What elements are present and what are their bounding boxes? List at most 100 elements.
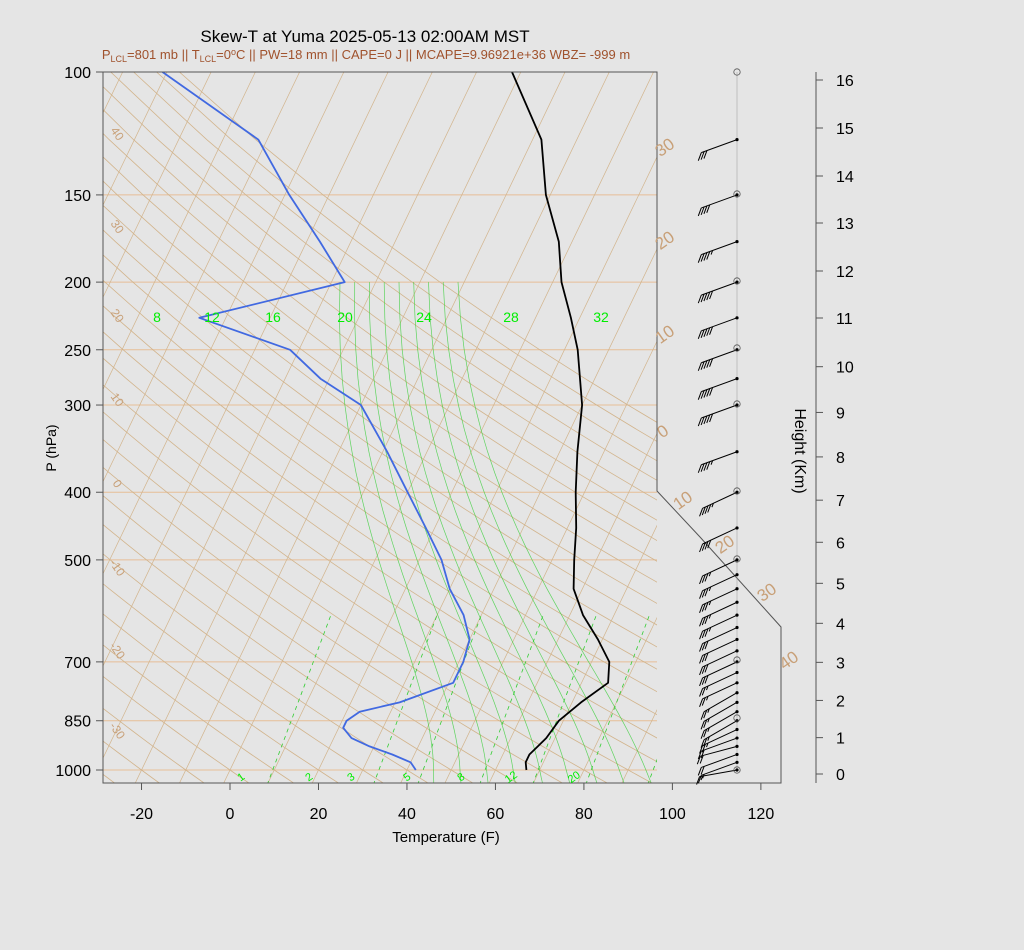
dry-adiabat-line: [103, 132, 657, 542]
wind-barb-flag: [700, 721, 705, 730]
wind-barb-dot: [735, 573, 739, 577]
mixing-ratio-label: 20: [337, 309, 353, 325]
wind-barb-dot: [735, 377, 739, 381]
mixing-ratio-label: 12: [204, 309, 220, 325]
wind-barb-flag: [697, 391, 702, 400]
wind-barb: [699, 490, 739, 517]
wind-barbs: [696, 68, 741, 785]
height-axis-label: Height (Km): [791, 408, 808, 493]
moist-adiabat-line: [354, 282, 462, 783]
plot-area: [103, 72, 657, 783]
wind-barb-flag: [704, 602, 709, 611]
wind-barb: [699, 670, 739, 697]
x-axis: -20 0 20 40 60 80 100 120: [130, 783, 774, 823]
y-tick-label: 700: [64, 655, 91, 672]
wind-barb: [699, 600, 739, 627]
moist-adiabat-line: [383, 282, 516, 783]
wind-barb-dot: [735, 558, 739, 562]
series-line: [511, 72, 611, 771]
height-tick-label: 6: [836, 535, 845, 552]
mixing-ratio-label: 16: [265, 309, 281, 325]
wind-barb-flag: [700, 766, 705, 775]
isotherm-line: [103, 72, 256, 391]
wind-barb-flag: [699, 590, 704, 599]
wind-barb-flag: [703, 252, 708, 261]
mixing-ratio-label: 28: [503, 309, 519, 325]
wind-barb: [697, 377, 739, 400]
height-tick-label: 8: [836, 450, 845, 467]
wind-barb-flag: [700, 206, 705, 216]
wind-barb-flag: [706, 685, 709, 691]
dry-adiabat-line: [103, 279, 657, 670]
wind-barb-flag: [697, 294, 702, 304]
wind-barb-dot: [735, 240, 739, 244]
wind-barb-flag: [708, 571, 712, 577]
x-tick-label: -20: [130, 806, 153, 823]
wind-barb: [697, 752, 739, 776]
wind-barb-dot: [735, 403, 739, 407]
wind-barb: [699, 573, 739, 599]
wind-barb-flag: [709, 326, 714, 335]
wind-barb-flag: [703, 360, 708, 369]
wind-barb-flag: [702, 774, 705, 779]
wind-barb: [697, 193, 739, 217]
wind-barb-shaft: [701, 737, 738, 752]
wind-barb: [697, 138, 739, 161]
wind-level-circle: [733, 400, 741, 408]
height-tick-label: 1: [836, 731, 845, 748]
mixing-ratio-label: 20: [566, 769, 583, 786]
wind-barb-shaft: [701, 378, 738, 393]
wind-barb-shaft: [702, 661, 738, 679]
wind-barb-flag: [699, 631, 704, 640]
mixing-ratio-label: 3: [345, 771, 357, 784]
wind-barb-dot: [735, 490, 739, 494]
wind-barb-flag: [701, 654, 706, 663]
wind-barb-flag: [699, 755, 704, 764]
wind-barb-flag: [707, 540, 712, 549]
wind-barb-flag: [709, 387, 714, 396]
wind-barb: [697, 450, 739, 473]
dry-adiabat-line: [103, 675, 250, 783]
wind-barb-dot: [735, 600, 739, 604]
wind-barb-flag: [703, 462, 708, 471]
wind-barb-flag: [704, 615, 709, 624]
wind-barb-flag: [703, 389, 708, 398]
wind-barb-dot: [735, 193, 739, 197]
dry-adiabat-line: [103, 411, 653, 783]
wind-barb-shaft: [703, 720, 738, 741]
y-tick-label: 250: [64, 343, 91, 360]
isotherm-line: [533, 524, 657, 783]
wind-barb-flag: [700, 463, 705, 472]
plot-frame: [102, 71, 782, 784]
wind-barb-flag: [701, 629, 706, 639]
isotherm-line: [311, 72, 654, 783]
wind-barb-flag: [701, 697, 706, 706]
x-tick-label: 40: [398, 806, 416, 823]
wind-barb-flag: [703, 415, 708, 425]
wind-barb-dot: [735, 768, 739, 772]
wind-barb-dot: [735, 691, 739, 695]
wind-barb-flag: [706, 414, 711, 424]
wind-barb-flag: [699, 688, 704, 697]
mixing-ratio-line: [479, 615, 544, 783]
wind-barb-flag: [697, 152, 702, 161]
isotherm-line: [267, 72, 610, 783]
mixing-ratio-label: 2: [303, 771, 315, 784]
wind-barb-flag: [706, 696, 709, 701]
wind-barb-shaft: [702, 527, 738, 545]
wind-barb-flag: [708, 600, 712, 606]
wind-barb-flag: [696, 756, 701, 765]
wind-barb-shaft: [702, 650, 738, 668]
wind-barb: [697, 348, 739, 371]
height-tick-label: 13: [836, 216, 854, 233]
wind-barb-flag: [699, 604, 704, 614]
y-tick-label: 300: [64, 398, 91, 415]
wind-barb-flag: [699, 698, 704, 708]
wind-barb-flag: [701, 506, 706, 516]
wind-barb-flag: [697, 362, 702, 371]
moist-adiabat-line: [398, 282, 543, 783]
height-tick-label: 5: [836, 576, 845, 593]
wind-barb-flag: [697, 254, 702, 263]
wind-barb-flag: [700, 711, 705, 720]
wind-barb-flag: [707, 504, 712, 513]
